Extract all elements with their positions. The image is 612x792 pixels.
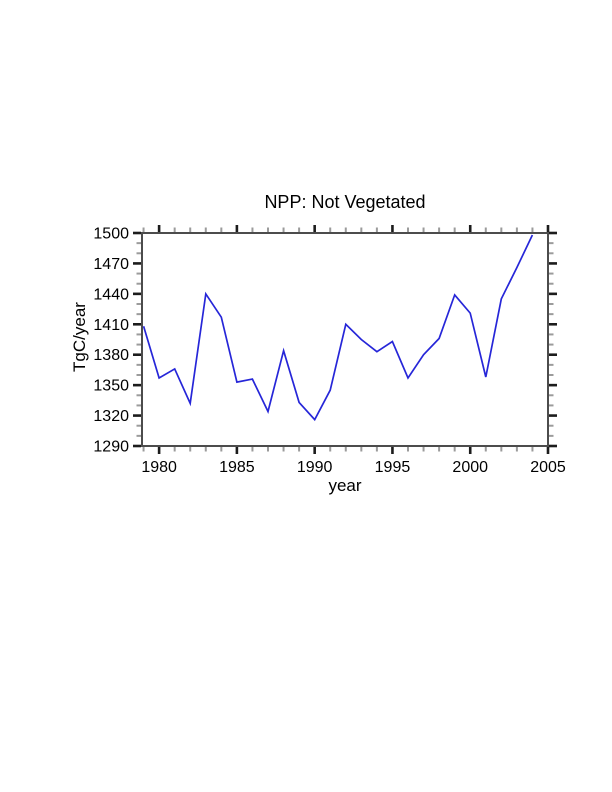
- x-axis-label: year: [328, 476, 362, 495]
- y-tick-label: 1350: [93, 378, 129, 395]
- chart-title: NPP: Not Vegetated: [264, 192, 426, 212]
- y-tick-label: 1500: [93, 226, 129, 243]
- data-line: [142, 234, 534, 422]
- y-tick-label: 1470: [93, 256, 129, 273]
- y-tick-label: 1440: [93, 286, 129, 303]
- y-tick-label: 1290: [93, 439, 129, 456]
- x-tick-label: 2000: [452, 459, 488, 476]
- x-tick-label: 1985: [219, 459, 255, 476]
- y-tick-label: 1410: [93, 317, 129, 334]
- x-tick-label: 1995: [375, 459, 411, 476]
- plot-frame: [141, 232, 549, 447]
- y-tick-label: 1380: [93, 347, 129, 364]
- y-tick-label: 1320: [93, 408, 129, 425]
- x-tick-label: 2005: [530, 459, 566, 476]
- x-tick-label: 1990: [297, 459, 333, 476]
- x-tick-label: 1980: [141, 459, 177, 476]
